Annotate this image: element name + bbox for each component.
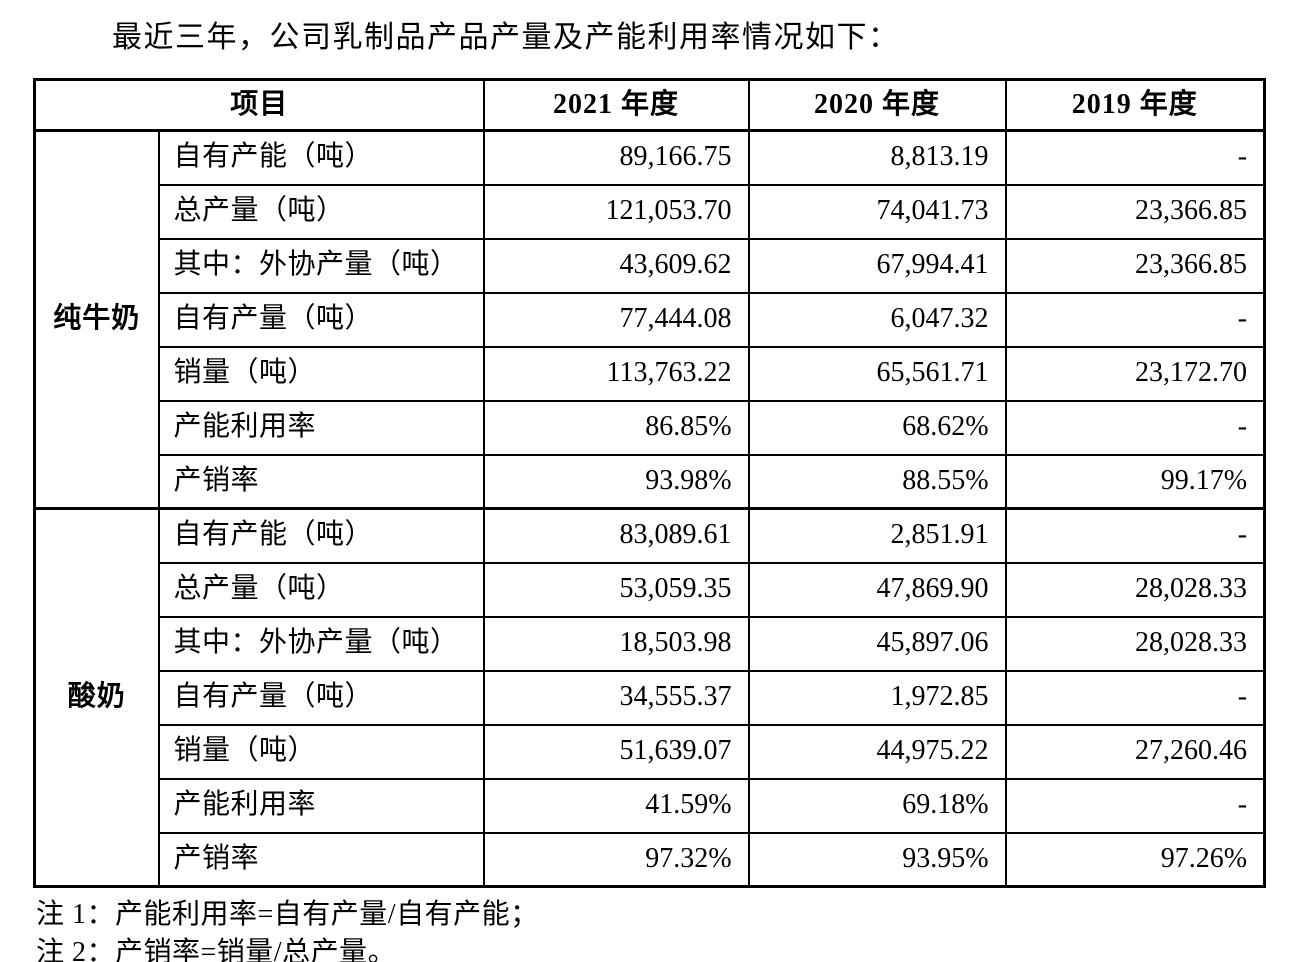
value-cell-2019: - xyxy=(1004,129,1266,186)
value-cell-2021: 113,763.22 xyxy=(482,345,750,402)
value-cell-2020: 88.55% xyxy=(747,453,1007,510)
group-pure-milk: 纯牛奶 自有产能（吨） 89,166.75 8,813.19 - 总产量（吨） … xyxy=(33,129,1266,510)
row-label-cell: 自有产能（吨） xyxy=(157,507,485,564)
value-cell-2021: 53,059.35 xyxy=(482,561,750,618)
value-cell-2020: 1,972.85 xyxy=(747,669,1007,726)
header-year-2020: 2020 年度 xyxy=(747,78,1007,132)
value-cell-2019: 99.17% xyxy=(1004,453,1266,510)
row-label-cell: 产销率 xyxy=(157,453,485,510)
production-capacity-table: 项目 2021 年度 2020 年度 2019 年度 纯牛奶 自有产能（吨） 8… xyxy=(33,78,1267,888)
table-row: 自有产量（吨） 34,555.37 1,972.85 - xyxy=(35,669,1266,726)
value-cell-2019: 28,028.33 xyxy=(1004,561,1266,618)
page-title: 最近三年，公司乳制品产品产量及产能利用率情况如下： xyxy=(112,21,900,54)
value-cell-2021: 83,089.61 xyxy=(482,507,750,564)
table-header-row: 项目 2021 年度 2020 年度 2019 年度 xyxy=(33,78,1266,132)
table-row: 产能利用率 41.59% 69.18% - xyxy=(35,777,1266,834)
table-row: 销量（吨） 51,639.07 44,975.22 27,260.46 xyxy=(35,723,1266,780)
value-cell-2019: - xyxy=(1004,291,1266,348)
value-cell-2019: - xyxy=(1004,669,1266,726)
value-cell-2021: 86.85% xyxy=(482,399,750,456)
row-label-cell: 其中：外协产量（吨） xyxy=(157,615,485,672)
value-cell-2020: 2,851.91 xyxy=(747,507,1007,564)
value-cell-2019: - xyxy=(1004,399,1266,456)
row-label-cell: 自有产能（吨） xyxy=(157,129,485,186)
value-cell-2019: - xyxy=(1004,777,1266,834)
table-row: 其中：外协产量（吨） 43,609.62 67,994.41 23,366.85 xyxy=(35,237,1266,294)
value-cell-2021: 97.32% xyxy=(482,831,750,888)
table-row: 酸奶 自有产能（吨） 83,089.61 2,851.91 - xyxy=(33,507,1266,888)
value-cell-2020: 44,975.22 xyxy=(747,723,1007,780)
group-yogurt: 酸奶 自有产能（吨） 83,089.61 2,851.91 - 总产量（吨） 5… xyxy=(33,507,1266,888)
row-label-cell: 产能利用率 xyxy=(157,399,485,456)
value-cell-2020: 8,813.19 xyxy=(747,129,1007,186)
footnote-2: 注 2：产销率=销量/总产量。 xyxy=(36,937,397,962)
table-row: 总产量（吨） 121,053.70 74,041.73 23,366.85 xyxy=(35,183,1266,240)
row-label-cell: 产能利用率 xyxy=(157,777,485,834)
header-year-2019: 2019 年度 xyxy=(1004,78,1266,132)
row-label-cell: 自有产量（吨） xyxy=(157,669,485,726)
row-label-cell: 总产量（吨） xyxy=(157,183,485,240)
footnotes: 注 1：产能利用率=自有产量/自有产能； 注 2：产销率=销量/总产量。 xyxy=(36,896,1294,962)
row-label-cell: 销量（吨） xyxy=(157,345,485,402)
value-cell-2020: 69.18% xyxy=(747,777,1007,834)
row-label-cell: 总产量（吨） xyxy=(157,561,485,618)
row-label-cell: 其中：外协产量（吨） xyxy=(157,237,485,294)
value-cell-2020: 45,897.06 xyxy=(747,615,1007,672)
group-name-cell: 纯牛奶 xyxy=(33,129,160,510)
table-row: 总产量（吨） 53,059.35 47,869.90 28,028.33 xyxy=(35,561,1266,618)
value-cell-2019: 97.26% xyxy=(1004,831,1266,888)
value-cell-2019: 23,366.85 xyxy=(1004,237,1266,294)
row-label-cell: 自有产量（吨） xyxy=(157,291,485,348)
value-cell-2020: 67,994.41 xyxy=(747,237,1007,294)
table-row: 产销率 93.98% 88.55% 99.17% xyxy=(35,453,1266,510)
table-row: 纯牛奶 自有产能（吨） 89,166.75 8,813.19 - xyxy=(33,129,1266,510)
header-year-2021: 2021 年度 xyxy=(482,78,750,132)
table-row: 产能利用率 86.85% 68.62% - xyxy=(35,399,1266,456)
group-name-cell: 酸奶 xyxy=(33,507,160,888)
table-row: 销量（吨） 113,763.22 65,561.71 23,172.70 xyxy=(35,345,1266,402)
value-cell-2021: 89,166.75 xyxy=(482,129,750,186)
value-cell-2019: 28,028.33 xyxy=(1004,615,1266,672)
footnote-1: 注 1：产能利用率=自有产量/自有产能； xyxy=(36,899,539,930)
header-item-column: 项目 xyxy=(33,78,485,132)
value-cell-2020: 93.95% xyxy=(747,831,1007,888)
value-cell-2020: 74,041.73 xyxy=(747,183,1007,240)
value-cell-2020: 47,869.90 xyxy=(747,561,1007,618)
value-cell-2021: 41.59% xyxy=(482,777,750,834)
value-cell-2019: 23,366.85 xyxy=(1004,183,1266,240)
value-cell-2020: 6,047.32 xyxy=(747,291,1007,348)
value-cell-2019: - xyxy=(1004,507,1266,564)
value-cell-2020: 68.62% xyxy=(747,399,1007,456)
value-cell-2021: 51,639.07 xyxy=(482,723,750,780)
row-label-cell: 产销率 xyxy=(157,831,485,888)
value-cell-2019: 23,172.70 xyxy=(1004,345,1266,402)
value-cell-2021: 121,053.70 xyxy=(482,183,750,240)
table-row: 自有产量（吨） 77,444.08 6,047.32 - xyxy=(35,291,1266,348)
value-cell-2021: 77,444.08 xyxy=(482,291,750,348)
value-cell-2021: 34,555.37 xyxy=(482,669,750,726)
value-cell-2021: 43,609.62 xyxy=(482,237,750,294)
value-cell-2021: 18,503.98 xyxy=(482,615,750,672)
value-cell-2020: 65,561.71 xyxy=(747,345,1007,402)
value-cell-2021: 93.98% xyxy=(482,453,750,510)
table-row: 其中：外协产量（吨） 18,503.98 45,897.06 28,028.33 xyxy=(35,615,1266,672)
value-cell-2019: 27,260.46 xyxy=(1004,723,1266,780)
table-row: 产销率 97.32% 93.95% 97.26% xyxy=(35,831,1266,888)
row-label-cell: 销量（吨） xyxy=(157,723,485,780)
